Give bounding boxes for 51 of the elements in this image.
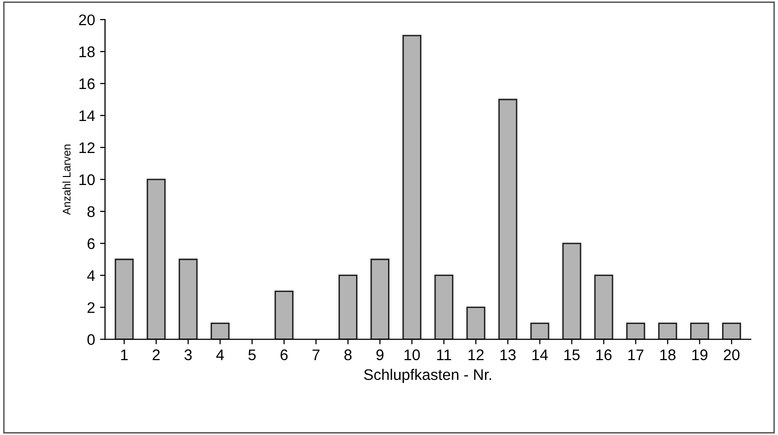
bar	[466, 306, 486, 340]
y-tick-label: 14	[79, 110, 95, 122]
x-tick-label: 12	[468, 349, 484, 360]
bar	[146, 178, 166, 340]
x-tick-label: 16	[596, 349, 612, 360]
bar	[274, 290, 294, 340]
x-tick-label: 2	[152, 349, 160, 360]
y-axis-title: Anzahl Larven	[62, 144, 71, 215]
bar	[210, 322, 230, 340]
x-tick-label: 4	[216, 350, 224, 360]
x-tick-label: 14	[532, 350, 548, 360]
x-tick-label: 9	[376, 349, 384, 360]
x-tick-label: 11	[437, 350, 452, 360]
y-tick-label: 12	[79, 142, 95, 153]
bar	[434, 274, 454, 340]
bar	[562, 242, 582, 340]
y-tick-label: 4	[87, 270, 95, 281]
bar	[690, 322, 710, 340]
bar	[338, 274, 358, 340]
x-tick-label: 18	[660, 349, 676, 360]
y-tick-label: 10	[79, 174, 95, 186]
x-tick-label: 1	[121, 350, 128, 360]
y-tick-label: 18	[79, 46, 95, 58]
x-tick-label: 17	[628, 350, 644, 360]
x-tick-label: 20	[724, 349, 740, 360]
bar	[498, 98, 518, 340]
x-tick-label: 19	[692, 349, 708, 360]
bar	[626, 322, 646, 340]
x-tick-label: 10	[404, 349, 420, 360]
bar	[594, 274, 614, 340]
x-tick-label: 5	[248, 350, 256, 360]
x-tick-label: 7	[312, 350, 320, 360]
bar	[402, 34, 422, 340]
y-tick-label: 6	[88, 238, 95, 250]
y-tick-label: 0	[87, 334, 95, 345]
x-tick-label: 6	[280, 349, 288, 360]
bar	[722, 322, 742, 340]
x-tick-label: 3	[184, 349, 192, 360]
x-tick-label: 13	[500, 349, 516, 360]
y-tick-label: 16	[79, 78, 95, 90]
bar	[114, 258, 134, 340]
x-axis-title: Schlupfkasten - Nr.	[364, 368, 492, 384]
x-tick-label: 15	[564, 350, 580, 360]
y-tick-label: 2	[88, 302, 95, 313]
x-tick-label: 8	[344, 349, 352, 360]
bar	[658, 322, 678, 340]
bar	[370, 258, 390, 340]
bar	[530, 322, 550, 340]
bar	[178, 258, 198, 340]
y-tick-label: 8	[87, 206, 95, 218]
y-tick-label: 20	[79, 14, 95, 26]
